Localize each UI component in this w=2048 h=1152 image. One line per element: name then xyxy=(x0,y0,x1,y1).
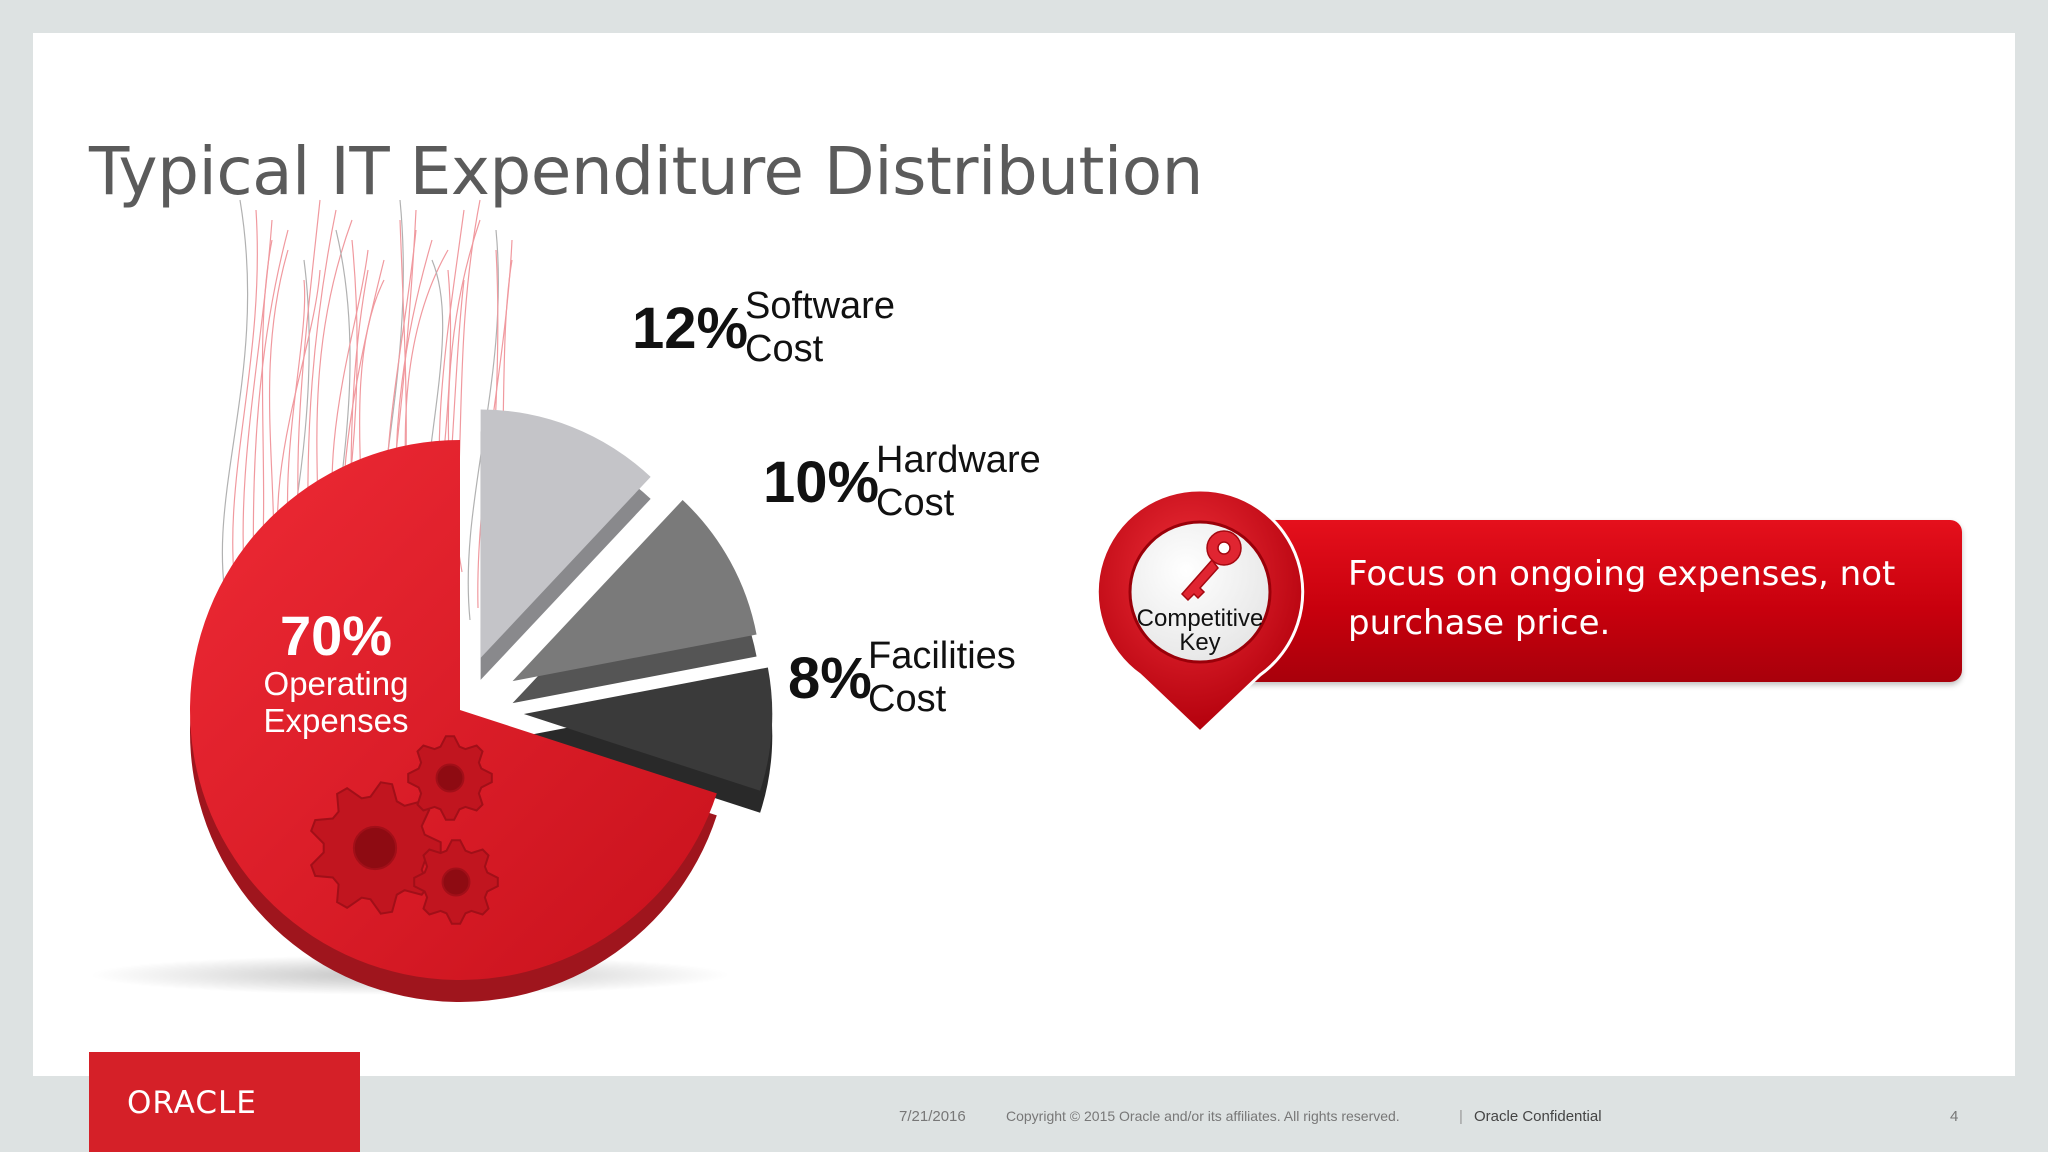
category-label-software-cost-1: Software xyxy=(745,285,895,327)
category-label-facilities-cost-1: Facilities xyxy=(868,635,1016,677)
category-label-hardware-cost-1: Hardware xyxy=(876,439,1041,481)
key-icon xyxy=(1180,530,1242,602)
badge-line-2: Key xyxy=(1179,629,1220,656)
category-label-operating-expenses-2: Expenses xyxy=(264,702,409,739)
smoke-wisp xyxy=(242,219,273,597)
oracle-logo-text: ORACLE xyxy=(127,1085,257,1121)
oracle-logo: ORACLE xyxy=(89,1052,360,1152)
smoke-wisp xyxy=(261,239,273,573)
competitive-key-badge: Competitive Key xyxy=(1095,488,1305,735)
pie-slice-facilities-cost xyxy=(523,667,773,791)
category-label-hardware-cost-2: Cost xyxy=(876,482,955,524)
pie-slice-hardware-cost xyxy=(512,500,757,682)
gear-small-top-icon-hole xyxy=(435,763,465,793)
footer-separator: | xyxy=(1459,1108,1463,1125)
callout-banner: Focus on ongoing expenses, not purchase … xyxy=(1240,520,1962,682)
gear-small-bottom-icon-hole xyxy=(441,867,471,897)
smoke-wisp xyxy=(221,199,249,621)
callout-text: Focus on ongoing expenses, not purchase … xyxy=(1348,554,1896,643)
category-label-facilities-cost-2: Cost xyxy=(868,678,947,720)
smoke-wisp xyxy=(232,209,258,609)
category-label-operating-expenses-1: Operating xyxy=(264,665,409,702)
pie-chart: 12%SoftwareCost10%HardwareCost8%Faciliti… xyxy=(90,199,1041,1002)
slide-title: Typical IT Expenditure Distribution xyxy=(89,133,1203,210)
pie-slice-operating-expenses xyxy=(190,440,717,980)
percent-label-facilities-cost: 8% xyxy=(788,646,872,711)
footer-date: 7/21/2016 xyxy=(899,1108,966,1125)
footer-page-number: 4 xyxy=(1950,1108,1959,1125)
percent-label-operating-expenses: 70% xyxy=(280,604,392,667)
category-label-software-cost-2: Cost xyxy=(745,328,824,370)
percent-label-hardware-cost: 10% xyxy=(763,450,879,515)
footer-copyright: Copyright © 2015 Oracle and/or its affil… xyxy=(1006,1108,1400,1124)
gear-large-icon-hole xyxy=(352,825,398,871)
gears-icon xyxy=(310,735,499,925)
footer-confidential: Oracle Confidential xyxy=(1474,1108,1602,1125)
pie-slice-software-cost xyxy=(480,409,651,658)
percent-label-software-cost: 12% xyxy=(632,296,748,361)
badge-line-1: Competitive xyxy=(1137,605,1264,632)
